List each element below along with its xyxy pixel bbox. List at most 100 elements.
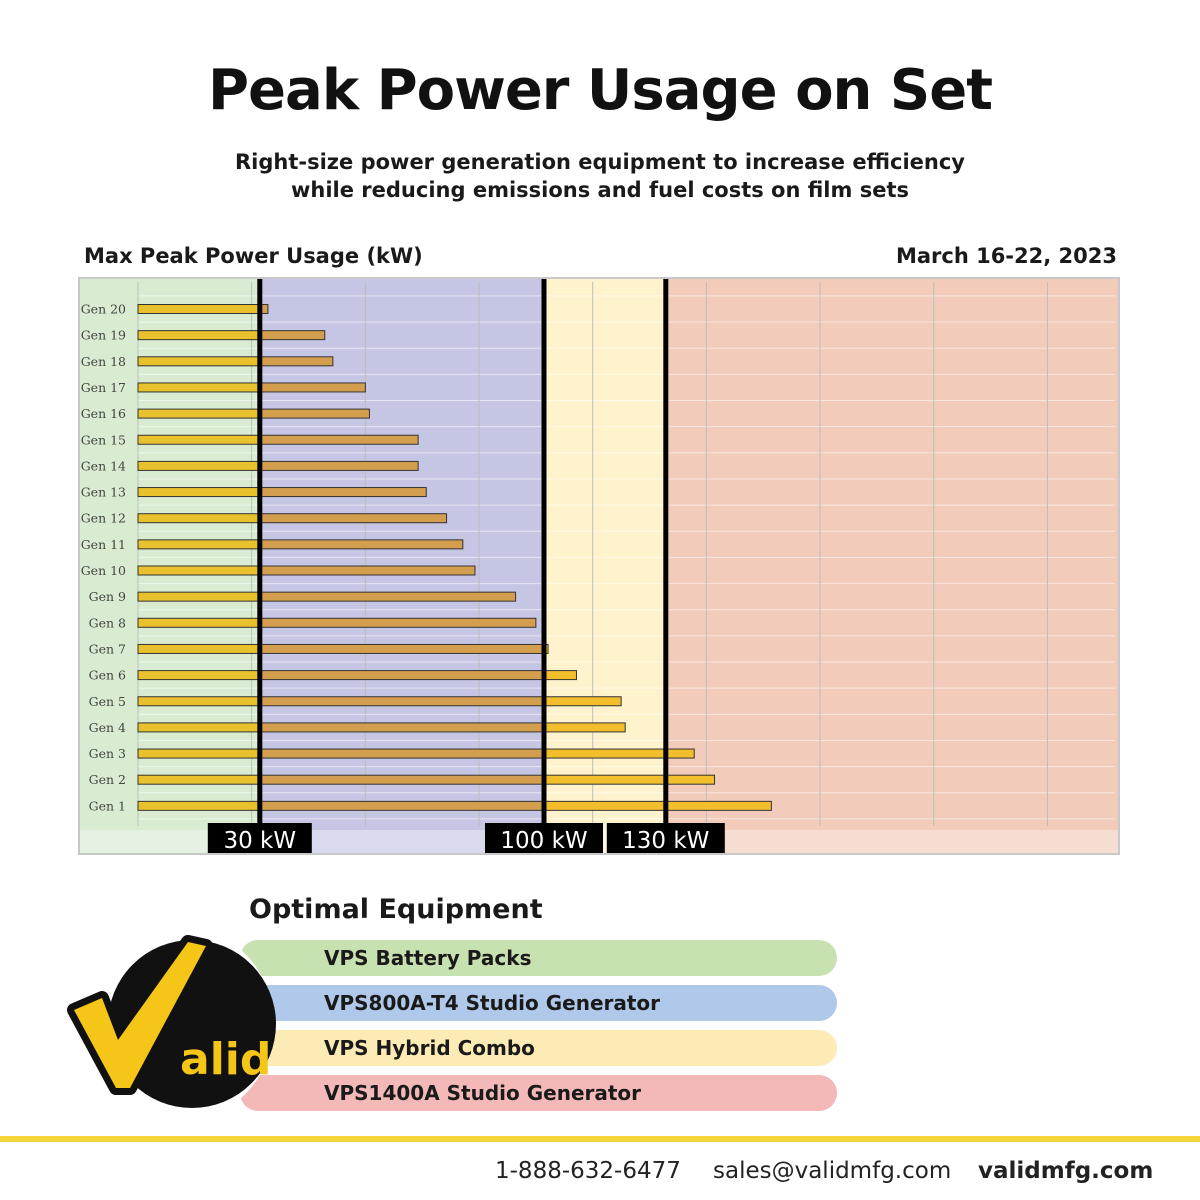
bar-category-label: Gen 20 — [81, 302, 126, 317]
bar-segment — [138, 304, 260, 314]
bar — [137, 434, 419, 445]
bar-category-label: Gen 2 — [89, 772, 126, 787]
bar-segment — [259, 539, 463, 549]
bar-segment — [259, 592, 516, 602]
bar-category-label: Gen 4 — [89, 720, 126, 735]
bar — [137, 330, 326, 341]
bar-category-label: Gen 19 — [81, 328, 126, 343]
bar-segment — [138, 513, 260, 523]
bar — [137, 617, 537, 628]
bar-segment — [259, 566, 475, 575]
chart-border — [78, 277, 1120, 855]
equipment-label: VPS Hybrid Combo — [324, 1036, 535, 1060]
bar-segment — [259, 644, 544, 654]
bar-segment — [544, 722, 626, 732]
chart-title: Max Peak Power Usage (kW) — [84, 244, 423, 268]
bar-segment — [138, 382, 260, 392]
bar — [137, 722, 626, 733]
bar — [137, 643, 549, 654]
bar-segment — [138, 592, 260, 602]
bar-category-label: Gen 6 — [89, 668, 126, 683]
equipment-pill-vps1400: VPS1400A Studio Generator — [240, 1075, 837, 1111]
chart-date-range: March 16-22, 2023 — [895, 244, 1117, 268]
equipment-label: VPS Battery Packs — [324, 946, 532, 970]
bar-segment — [138, 644, 260, 654]
bar — [137, 696, 622, 707]
bar — [137, 356, 334, 367]
threshold-label-bg — [207, 823, 312, 855]
bar-segment — [544, 801, 772, 811]
threshold-label: 100 kW — [500, 828, 587, 854]
logo-circle — [108, 940, 276, 1108]
threshold-label-bg — [606, 823, 725, 855]
bar-segment — [138, 670, 260, 680]
bar-category-label: Gen 15 — [81, 432, 126, 447]
zone-hybrid — [544, 278, 666, 854]
bar — [137, 539, 464, 550]
bar — [137, 304, 269, 314]
power-usage-chart: Gen 20 Gen 19 Gen 18 Gen 17 Gen 16 Gen 15 Gen … — [78, 277, 1120, 855]
bar — [137, 408, 370, 419]
bar-category-label: Gen 13 — [81, 485, 126, 500]
bar-category-label: Gen 1 — [89, 798, 126, 813]
bar-segment — [138, 487, 260, 497]
bar-category-label: Gen 14 — [81, 458, 126, 473]
equipment-pill-battery: VPS Battery Packs — [240, 940, 837, 976]
bar-segment — [259, 461, 419, 471]
bar-segment — [138, 566, 260, 575]
bar-category-label: Gen 11 — [81, 537, 126, 552]
bar-segment — [259, 670, 544, 680]
bar — [137, 513, 448, 524]
threshold-label-bg — [485, 823, 603, 855]
bar-category-label: Gen 8 — [89, 615, 126, 630]
bar-segment — [259, 304, 268, 314]
bar-category-label: Gen 17 — [81, 380, 126, 395]
threshold-label: 30 kW — [223, 828, 296, 854]
equipment-pill-vps800: VPS800A-T4 Studio Generator — [240, 985, 837, 1021]
footer-phone[interactable]: 1-888-632-6477 — [495, 1158, 681, 1184]
bar-segment — [138, 409, 260, 419]
equipment-label: VPS1400A Studio Generator — [324, 1081, 642, 1105]
bar-segment — [138, 696, 260, 706]
footer-email[interactable]: sales@validmfg.com — [713, 1158, 952, 1184]
bar-segment — [138, 722, 260, 732]
bar-segment — [259, 696, 544, 706]
bar-category-label: Gen 9 — [89, 589, 126, 604]
bar-segment — [259, 356, 333, 366]
bar-segment — [259, 513, 447, 523]
bar — [137, 382, 366, 393]
bar-segment — [138, 539, 260, 549]
bar-category-label: Gen 16 — [81, 406, 126, 421]
equipment-label: VPS800A-T4 Studio Generator — [324, 991, 661, 1015]
threshold-label: 130 kW — [622, 828, 709, 854]
bar-segment — [259, 330, 325, 340]
bar-segment — [138, 330, 260, 340]
valid-logo: alid — [60, 924, 300, 1124]
bar-category-label: Gen 10 — [81, 563, 126, 578]
bar-segment — [138, 775, 260, 785]
bar-segment — [544, 775, 715, 785]
equipment-pill-hybrid: VPS Hybrid Combo — [240, 1030, 837, 1066]
bar-segment — [259, 749, 544, 759]
bar — [137, 774, 716, 785]
bar-segment — [138, 801, 260, 811]
bar-segment — [259, 409, 370, 419]
bar-segment — [138, 356, 260, 366]
bar — [137, 800, 772, 811]
bar-category-label: Gen 3 — [89, 746, 126, 761]
logo-text: alid — [180, 1034, 271, 1085]
bar-segment — [259, 382, 366, 392]
bar — [137, 487, 427, 498]
bar-segment — [138, 435, 260, 445]
bar-segment — [259, 487, 427, 497]
bar-segment — [544, 749, 695, 759]
bar-category-label: Gen 18 — [81, 354, 126, 369]
bar-category-label: Gen 12 — [81, 511, 126, 526]
bar-segment — [138, 749, 260, 759]
footer-website[interactable]: validmfg.com — [978, 1158, 1154, 1184]
bar-segment — [138, 461, 260, 471]
bar — [137, 460, 419, 471]
page-subtitle: Right-size power generation equipment to… — [235, 150, 965, 202]
footer-divider — [0, 1136, 1200, 1142]
bar — [137, 565, 476, 576]
